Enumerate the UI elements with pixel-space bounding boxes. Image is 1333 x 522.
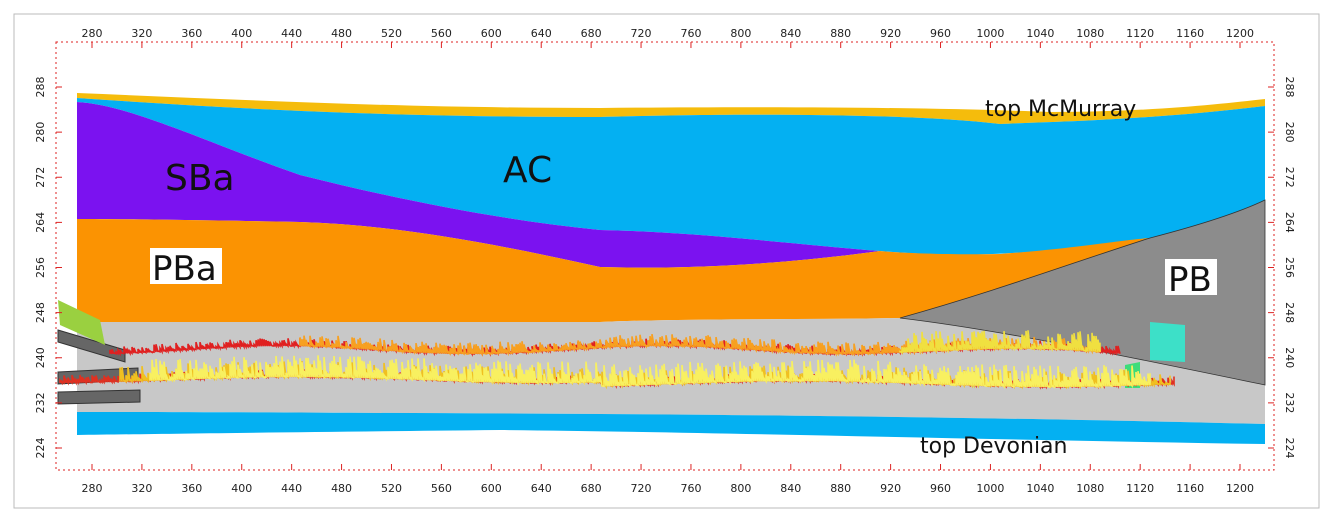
x-tick-label: 280: [82, 27, 103, 40]
y-tick-label: 248: [1283, 302, 1296, 323]
x-tick-label: 840: [780, 27, 801, 40]
x-tick-label: 1200: [1226, 482, 1254, 495]
x-tick-label: 920: [880, 482, 901, 495]
x-tick-label: 760: [680, 482, 701, 495]
layer-label: PBa: [152, 249, 217, 289]
x-tick-label: 960: [930, 27, 951, 40]
x-tick-label: 960: [930, 482, 951, 495]
x-tick-label: 440: [281, 27, 302, 40]
x-tick-label: 720: [631, 482, 652, 495]
y-tick-label: 240: [1283, 347, 1296, 368]
y-tick-label: 256: [34, 257, 47, 278]
x-tick-label: 560: [431, 27, 452, 40]
y-tick-label: 280: [34, 122, 47, 143]
x-tick-label: 1160: [1176, 482, 1204, 495]
x-tick-label: 1200: [1226, 27, 1254, 40]
horizon-label: top Devonian: [920, 434, 1067, 459]
x-tick-label: 400: [231, 27, 252, 40]
layer-label: SBa: [165, 158, 235, 199]
x-tick-label: 480: [331, 482, 352, 495]
y-tick-label: 224: [34, 438, 47, 459]
x-tick-label: 1040: [1026, 482, 1054, 495]
layer-label: AC: [503, 150, 552, 191]
well-trace: [1150, 322, 1185, 362]
y-tick-label: 224: [1283, 438, 1296, 459]
y-tick-label: 272: [1283, 167, 1296, 188]
x-tick-label: 680: [581, 27, 602, 40]
y-tick-label: 288: [34, 77, 47, 98]
x-tick-label: 680: [581, 482, 602, 495]
y-tick-label: 248: [34, 302, 47, 323]
x-tick-label: 840: [780, 482, 801, 495]
y-tick-label: 288: [1283, 77, 1296, 98]
x-tick-label: 1080: [1076, 27, 1104, 40]
x-tick-label: 440: [281, 482, 302, 495]
x-tick-label: 560: [431, 482, 452, 495]
x-tick-label: 400: [231, 482, 252, 495]
y-tick-label: 280: [1283, 122, 1296, 143]
x-tick-label: 880: [830, 482, 851, 495]
x-tick-label: 280: [82, 482, 103, 495]
x-tick-label: 480: [331, 27, 352, 40]
x-tick-label: 360: [181, 482, 202, 495]
horizon-label: top McMurray: [985, 97, 1136, 122]
well-tube: [58, 390, 140, 404]
y-tick-label: 240: [34, 347, 47, 368]
y-tick-label: 232: [1283, 392, 1296, 413]
y-tick-label: 232: [34, 392, 47, 413]
x-tick-label: 1120: [1126, 27, 1154, 40]
x-tick-label: 1040: [1026, 27, 1054, 40]
x-tick-label: 640: [531, 27, 552, 40]
x-tick-label: 1120: [1126, 482, 1154, 495]
cross-section: SBa AC PBa PB top McMurray top Devonian …: [0, 0, 1333, 522]
x-tick-label: 800: [730, 27, 751, 40]
y-tick-label: 256: [1283, 257, 1296, 278]
x-tick-label: 520: [381, 482, 402, 495]
y-tick-label: 264: [1283, 212, 1296, 233]
x-tick-label: 760: [680, 27, 701, 40]
x-tick-label: 720: [631, 27, 652, 40]
x-tick-label: 880: [830, 27, 851, 40]
x-tick-label: 1000: [976, 482, 1004, 495]
x-tick-label: 320: [131, 482, 152, 495]
layer-label: PB: [1168, 260, 1212, 300]
y-tick-label: 272: [34, 167, 47, 188]
x-tick-label: 320: [131, 27, 152, 40]
x-tick-label: 800: [730, 482, 751, 495]
x-tick-label: 600: [481, 482, 502, 495]
x-tick-label: 640: [531, 482, 552, 495]
y-tick-label: 264: [34, 212, 47, 233]
x-tick-label: 520: [381, 27, 402, 40]
layers: [58, 93, 1265, 444]
x-tick-label: 1000: [976, 27, 1004, 40]
x-tick-label: 1080: [1076, 482, 1104, 495]
x-tick-label: 920: [880, 27, 901, 40]
x-tick-label: 1160: [1176, 27, 1204, 40]
x-tick-label: 360: [181, 27, 202, 40]
x-tick-label: 600: [481, 27, 502, 40]
